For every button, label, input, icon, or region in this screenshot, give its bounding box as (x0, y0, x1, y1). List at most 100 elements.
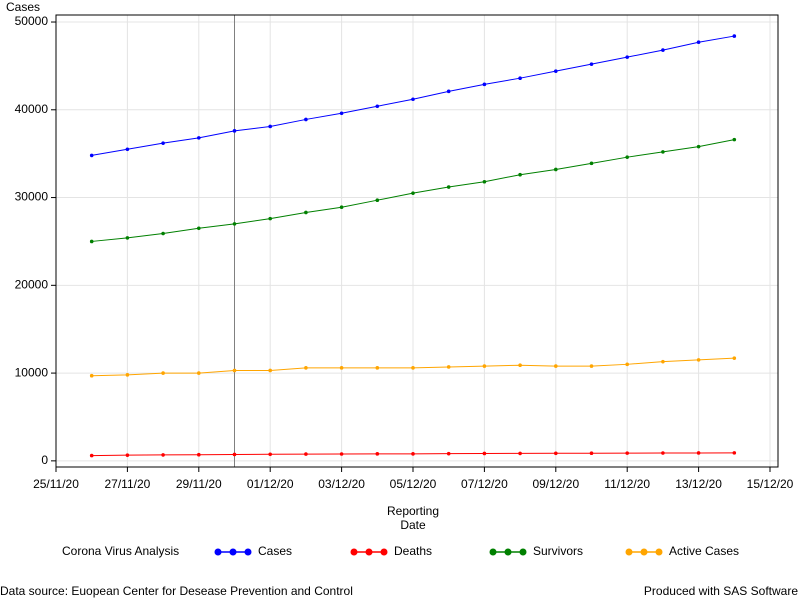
data-point (446, 89, 451, 94)
x-tick-label: 01/12/20 (247, 477, 294, 491)
y-tick-label: 20000 (15, 277, 49, 291)
x-tick-label: 13/12/20 (675, 477, 722, 491)
data-point (732, 451, 737, 455)
data-point (696, 451, 701, 455)
data-point (411, 191, 415, 195)
legend-marker (625, 548, 633, 556)
x-tick-label: 15/12/20 (747, 477, 794, 491)
data-point (197, 452, 201, 457)
data-point (89, 153, 94, 158)
data-point (518, 76, 522, 80)
data-point (625, 155, 629, 159)
data-point (125, 453, 130, 457)
legend-label: Active Cases (669, 544, 739, 558)
data-point (732, 137, 737, 142)
legend-marker (244, 548, 252, 556)
data-point (589, 364, 594, 368)
data-point (482, 82, 487, 87)
data-point (125, 236, 130, 240)
data-point (411, 97, 415, 102)
data-point (482, 364, 487, 368)
x-tick-label: 29/11/20 (176, 477, 222, 491)
data-point (232, 452, 237, 457)
data-point (304, 366, 308, 370)
data-point (554, 69, 558, 73)
y-tick-label: 40000 (15, 102, 49, 116)
x-tick-label: 27/11/20 (104, 477, 150, 491)
data-point (339, 111, 344, 116)
data-point (197, 226, 201, 231)
data-point (446, 185, 451, 189)
legend-marker (214, 548, 222, 556)
y-tick-label: 50000 (15, 14, 49, 28)
data-point (661, 359, 665, 364)
x-tick-label: 07/12/20 (461, 477, 508, 491)
data-point (304, 210, 308, 215)
data-point (661, 150, 665, 154)
legend-label: Survivors (533, 544, 583, 558)
data-point (161, 371, 165, 375)
data-point (625, 55, 629, 59)
data-point (696, 144, 701, 149)
data-point (89, 453, 94, 458)
data-point (375, 104, 380, 109)
data-point (232, 222, 237, 226)
legend-marker (380, 548, 388, 556)
data-point (518, 363, 522, 367)
data-point (125, 147, 130, 152)
y-tick-label: 10000 (15, 365, 49, 379)
y-tick-label: 0 (41, 453, 48, 467)
data-point (411, 452, 415, 456)
footnote: Data source: Euopean Center for Desease … (0, 584, 353, 598)
data-point (696, 358, 701, 362)
data-point (696, 40, 701, 45)
data-point (518, 451, 522, 456)
data-point (197, 371, 201, 375)
data-point (518, 172, 522, 177)
data-point (339, 452, 344, 456)
footnote: Produced with SAS Software (644, 584, 798, 598)
data-point (304, 452, 308, 456)
data-point (339, 366, 344, 370)
x-tick-label: 03/12/20 (318, 477, 365, 491)
plot-frame (55, 14, 779, 468)
x-tick-label: 25/11/20 (33, 477, 79, 491)
data-point (482, 451, 487, 456)
legend-label: Cases (258, 544, 292, 558)
data-point (554, 451, 558, 456)
legend-marker (489, 548, 497, 556)
data-point (375, 198, 380, 202)
data-point (589, 62, 594, 66)
data-point (589, 451, 594, 456)
x-axis-label: Date (400, 518, 426, 532)
data-point (268, 124, 273, 129)
data-point (268, 216, 273, 221)
y-axis-label: Cases (6, 0, 40, 14)
data-point (446, 451, 451, 456)
data-point (232, 368, 237, 373)
legend-marker (640, 548, 648, 556)
data-point (625, 362, 629, 367)
data-point (732, 34, 737, 38)
data-point (625, 451, 629, 455)
data-point (89, 239, 94, 244)
data-point (232, 129, 237, 133)
legend-marker (350, 548, 358, 556)
legend-marker (365, 548, 373, 556)
data-point (375, 366, 380, 370)
data-point (661, 48, 665, 52)
x-tick-label: 11/12/20 (604, 477, 650, 491)
y-tick-label: 30000 (15, 190, 49, 204)
data-point (161, 141, 165, 145)
data-point (375, 452, 380, 456)
data-point (89, 373, 94, 378)
data-point (661, 451, 665, 455)
legend-marker (519, 548, 527, 556)
x-axis-label: Reporting (387, 504, 439, 518)
data-point (589, 161, 594, 166)
data-point (268, 452, 273, 457)
data-point (197, 136, 201, 140)
data-point (554, 364, 558, 368)
data-point (411, 366, 415, 370)
